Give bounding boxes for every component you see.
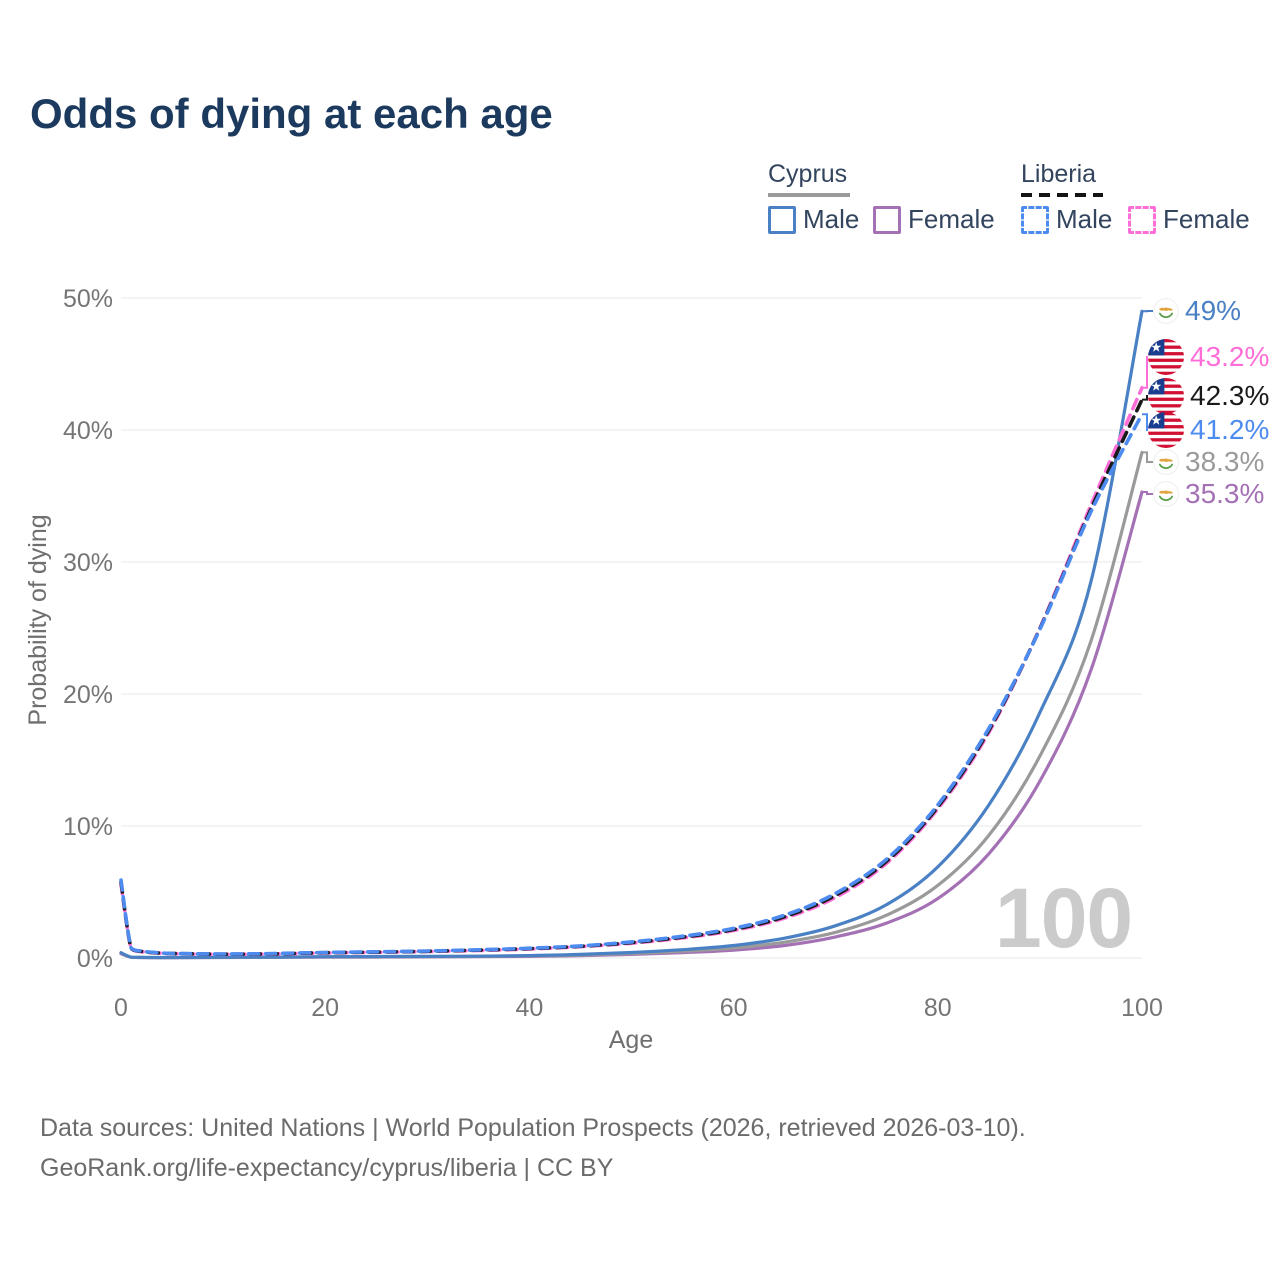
series-lines [119,309,1144,960]
legend-item-label: Female [1163,204,1250,234]
cyprus-flag-icon [1153,449,1179,475]
footer: Data sources: United Nations | World Pop… [40,1108,1026,1188]
legend-item-label: Female [908,204,995,234]
cyprus-male-checkbox[interactable] [768,205,796,234]
cyprus-female-checkbox[interactable] [873,205,901,234]
y-tick-label: 10% [63,813,113,841]
legend-item-cyprus-female[interactable]: Female [873,204,995,235]
gridlines [121,297,1142,959]
x-tick-label: 80 [924,994,952,1022]
end-label-liberia-female: 43.2% [1148,337,1269,377]
x-tick-label: 60 [720,994,748,1022]
series-line-liberia-male [119,412,1144,956]
end-label-value: 43.2% [1190,341,1270,372]
legend-item-label: Male [803,204,860,234]
y-axis-title: Probability of dying [24,514,52,725]
end-label-value: 35.3% [1185,478,1265,509]
legend-item-label: Male [1056,204,1113,234]
y-tick-label: 40% [63,417,113,445]
series-line-liberia-female [119,386,1144,957]
cyprus-flag-icon [1153,298,1179,324]
legend-country-cyprus: Cyprus [768,160,848,188]
x-tick-label: 40 [515,994,543,1022]
legend-item-liberia-female[interactable]: Female [1128,204,1250,235]
end-label-connector [1142,451,1153,463]
y-tick-label: 20% [63,681,113,709]
liberia-female-checkbox[interactable] [1128,205,1156,234]
footer-attribution: GeoRank.org/life-expectancy/cyprus/liber… [40,1154,614,1182]
end-label-value: 41.2% [1190,414,1270,445]
cyprus-flag-icon [1153,481,1179,507]
liberia-flag-icon [1148,412,1184,448]
end-label-cyprus-male: 49% [1153,291,1241,331]
end-label-connector [1142,491,1153,495]
series-line-cyprus [119,450,1144,960]
x-tick-label: 20 [311,994,339,1022]
end-label-cyprus-female: 35.3% [1153,474,1264,514]
liberia-line-style-swatch [1021,193,1103,197]
axis-ticks: 0% 10% 20% 30% 40% 50% 0 20 40 60 80 100 [63,285,1163,1022]
liberia-male-checkbox[interactable] [1021,205,1049,234]
legend-country-liberia: Liberia [1021,160,1097,188]
cyprus-line-style-swatch [768,193,850,197]
age-watermark: 100 [995,871,1133,965]
y-tick-label: 50% [63,285,113,313]
x-axis-title: Age [609,1026,653,1054]
end-label-value: 49% [1185,295,1242,326]
end-label-liberia-male: 41.2% [1148,410,1269,450]
legend-item-liberia-male[interactable]: Male [1021,204,1112,235]
end-label-cyprus: 38.3% [1153,442,1264,482]
end-label-value: 38.3% [1185,446,1265,477]
liberia-flag-icon [1148,378,1184,414]
y-tick-label: 30% [63,549,113,577]
series-line-cyprus-male [119,309,1144,960]
page-title: Odds of dying at each age [30,90,553,137]
y-tick-label: 0% [77,945,113,973]
x-tick-label: 0 [114,994,128,1022]
liberia-flag-icon [1148,339,1184,375]
series-line-liberia [119,397,1144,957]
legend-item-cyprus-male[interactable]: Male [768,204,859,235]
end-label-value: 42.3% [1190,380,1270,411]
x-tick-label: 100 [1121,994,1163,1022]
footer-sources: Data sources: United Nations | World Pop… [40,1114,1026,1142]
